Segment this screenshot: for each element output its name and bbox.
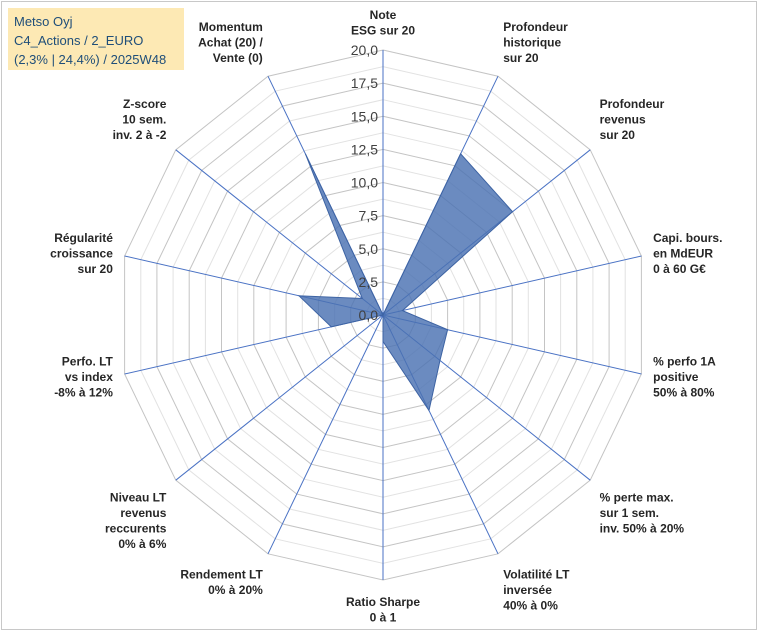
r-tick-label: 5,0 bbox=[359, 241, 379, 257]
axis-label: Perfo. LT vs index -8% à 12% bbox=[54, 354, 113, 399]
radar-series bbox=[297, 152, 514, 412]
r-tick-label: 20,0 bbox=[351, 42, 378, 58]
title-company: Metso Oyj bbox=[14, 14, 73, 29]
axis-label: Z-score 10 sem. inv. 2 à -2 bbox=[113, 97, 167, 142]
radar-spoke bbox=[175, 149, 384, 316]
axis-label: Note ESG sur 20 bbox=[351, 8, 415, 38]
title-stats: (2,3% | 24,4%) / 2025W48 bbox=[14, 52, 167, 67]
axis-label: Profondeur revenus sur 20 bbox=[600, 97, 665, 142]
radar-spoke bbox=[382, 255, 642, 316]
r-tick-label: 15,0 bbox=[351, 108, 378, 124]
r-tick-label: 7,5 bbox=[359, 208, 379, 224]
axis-label: Niveau LT revenus reccurents 0% à 6% bbox=[105, 491, 167, 552]
chart-title-box: Metso Oyj C4_Actions / 2_EURO (2,3% | 24… bbox=[8, 8, 184, 70]
radar-spoke bbox=[175, 314, 384, 481]
r-tick-label: 2,5 bbox=[359, 274, 379, 290]
radar-axis-labels: Note ESG sur 20 Profondeur historique sur 20… bbox=[50, 8, 722, 625]
title-category: C4_Actions / 2_EURO bbox=[14, 33, 144, 48]
r-tick-label: 12,5 bbox=[351, 141, 378, 157]
series-area bbox=[297, 152, 514, 412]
axis-label: Profondeur historique sur 20 bbox=[503, 20, 568, 65]
axis-label: Rendement LT 0% à 20% bbox=[180, 568, 263, 598]
radar-tick-labels: 0,0 2,5 5,0 7,5 10,0 12,5 15,0 17,5 20,0 bbox=[351, 42, 378, 323]
axis-label: Momentum Achat (20) / Vente (0) bbox=[198, 20, 263, 65]
axis-label: Volatilité LT inversée 40% à 0% bbox=[503, 568, 570, 613]
axis-label: % perte max. sur 1 sem. inv. 50% à 20% bbox=[600, 491, 685, 536]
axis-label: Ratio Sharpe 0 à 1 bbox=[346, 595, 420, 625]
r-tick-label: 10,0 bbox=[351, 175, 378, 191]
radar-spoke bbox=[267, 314, 384, 555]
axis-label: Régularité croissance sur 20 bbox=[50, 231, 113, 276]
axis-label: % perfo 1A positive 50% à 80% bbox=[653, 354, 716, 399]
axis-label: Capi. bours. en MdEUR 0 à 60 G€ bbox=[653, 231, 722, 276]
r-tick-label: 0,0 bbox=[359, 307, 379, 323]
r-tick-label: 17,5 bbox=[351, 75, 378, 91]
